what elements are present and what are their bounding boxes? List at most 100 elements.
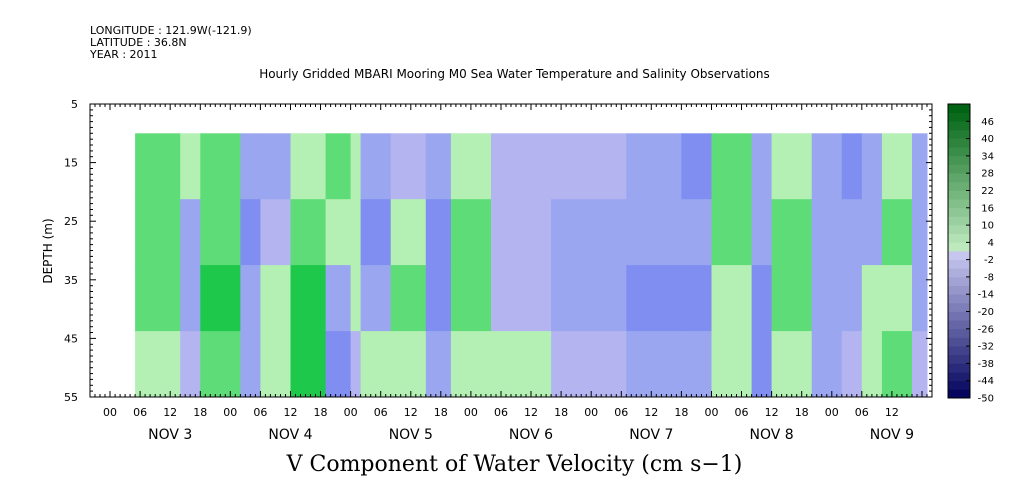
colorbar-swatch <box>948 138 970 148</box>
heatmap-cell <box>771 133 813 200</box>
heatmap-cells <box>135 133 928 398</box>
colorbar-swatch <box>948 147 970 157</box>
heatmap-cell <box>350 133 362 200</box>
colorbar-swatch <box>948 112 970 122</box>
heatmap-cell <box>626 199 682 266</box>
heatmap-cell <box>240 199 261 266</box>
heatmap-cell <box>390 199 427 266</box>
colorbar-swatch <box>948 207 970 217</box>
x-tick-label: 00 <box>825 406 839 419</box>
heatmap-cell <box>135 133 181 200</box>
heatmap-cell <box>390 331 427 398</box>
y-tick-label: 25 <box>64 215 78 228</box>
heatmap-cell <box>551 331 627 398</box>
heatmap-cell <box>771 331 813 398</box>
heatmap-cell <box>325 199 352 266</box>
heatmap-cell <box>841 265 863 332</box>
heatmap-cell <box>551 265 627 332</box>
heatmap-cell <box>325 133 352 200</box>
heatmap-cell <box>180 265 201 332</box>
heatmap-cell <box>861 265 883 332</box>
heatmap-cell <box>711 331 753 398</box>
x-axis: 00 06 12 18 00 06 12 18 00 06 12 18 00 06 12 18 00 06 12 18… <box>89 104 933 443</box>
chart-title: Hourly Gridded MBARI Mooring M0 Sea Wate… <box>259 67 770 81</box>
heatmap-cell <box>425 199 452 266</box>
x-tick-label: 18 <box>674 406 688 419</box>
colorbar-tick-label: -50 <box>978 394 994 405</box>
heatmap-cell <box>551 133 627 200</box>
heatmap-cell <box>912 331 928 398</box>
colorbar-swatch <box>948 242 970 252</box>
colorbar-tick-label: 10 <box>981 221 994 232</box>
y-tick-label: 45 <box>64 332 78 345</box>
colorbar-swatch <box>948 129 970 139</box>
x-tick-label: 00 <box>464 406 478 419</box>
heatmap-cell <box>325 331 352 398</box>
heatmap-cell <box>861 331 883 398</box>
heatmap-cell <box>881 133 913 200</box>
heatmap-cell <box>200 265 241 332</box>
longitude-label: LONGITUDE : 121.9W(-121.9) <box>90 24 252 37</box>
colorbar-tick-label: -14 <box>978 290 994 301</box>
heatmap-cell <box>811 331 843 398</box>
heatmap-cell <box>360 199 392 266</box>
heatmap-cell <box>771 199 813 266</box>
heatmap-cell <box>491 265 552 332</box>
heatmap-cell <box>711 199 753 266</box>
heatmap-cell <box>841 331 863 398</box>
colorbar-swatch <box>948 155 970 165</box>
x-tick-label: 12 <box>765 406 779 419</box>
x-tick-label: 06 <box>253 406 267 419</box>
heatmap-cell <box>425 265 452 332</box>
x-tick-label: 00 <box>584 406 598 419</box>
colorbar-tick-label: 40 <box>981 134 994 145</box>
colorbar-tick-label: 46 <box>981 117 994 128</box>
x-day-label: NOV 7 <box>629 427 673 443</box>
heatmap-cell <box>626 133 682 200</box>
heatmap-cell <box>360 265 392 332</box>
heatmap-cell <box>180 133 201 200</box>
colorbar-tick-label: 16 <box>981 203 994 214</box>
colorbar-swatch <box>948 251 970 260</box>
colorbar-tick-label: -8 <box>984 272 994 283</box>
colorbar-swatch <box>948 276 970 286</box>
heatmap-cell <box>425 133 452 200</box>
heatmap-cell <box>811 133 843 200</box>
colorbar-swatch <box>948 389 970 399</box>
heatmap-cell <box>200 133 241 200</box>
colorbar-swatch <box>948 372 970 382</box>
colorbar-swatch <box>948 164 970 174</box>
heatmap-cell <box>450 133 492 200</box>
y-tick-label: 35 <box>64 274 78 287</box>
heatmap-cell <box>751 265 773 332</box>
heatmap-cell <box>135 265 181 332</box>
y-tick-label: 5 <box>71 98 78 111</box>
colorbar-swatch <box>948 337 970 347</box>
heatmap-cell <box>360 331 392 398</box>
colorbar-swatch <box>948 268 970 278</box>
colorbar-swatch <box>948 346 970 356</box>
heatmap-cell <box>551 199 627 266</box>
colorbar-tick-label: 34 <box>981 151 994 162</box>
heatmap-cell <box>841 133 863 200</box>
heatmap-cell <box>881 331 913 398</box>
heatmap-cell <box>260 331 291 398</box>
heatmap-cell <box>681 133 712 200</box>
colorbar-swatch <box>948 302 970 312</box>
heatmap-cell <box>751 133 773 200</box>
heatmap-cell <box>681 265 712 332</box>
colorbar-swatch <box>948 190 970 200</box>
colorbar-tick-label: -44 <box>978 376 994 387</box>
heatmap-cell <box>135 331 181 398</box>
heatmap-cell <box>180 199 201 266</box>
colorbar-swatch <box>948 259 970 269</box>
heatmap-cell <box>711 265 753 332</box>
x-tick-label: 06 <box>614 406 628 419</box>
x-tick-label: 12 <box>524 406 538 419</box>
colorbar-tick-label: -2 <box>984 255 994 266</box>
x-day-label: NOV 5 <box>389 427 433 443</box>
x-day-label: NOV 9 <box>870 427 914 443</box>
colorbar-swatch <box>948 285 970 295</box>
colorbar-swatch <box>948 225 970 235</box>
heatmap-cell <box>811 265 843 332</box>
